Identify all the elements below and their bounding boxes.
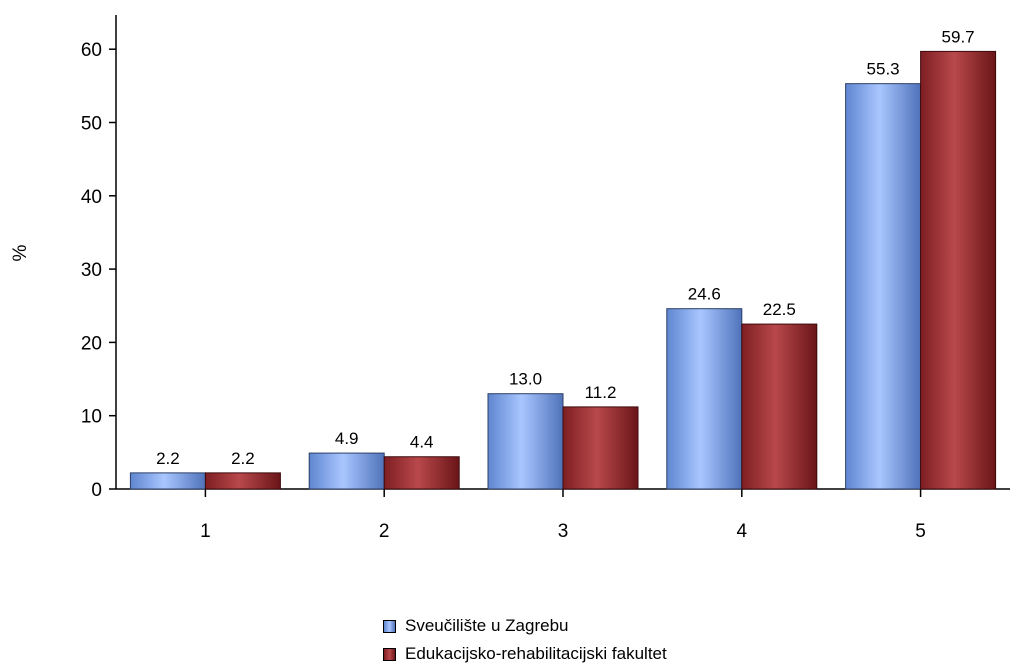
bars bbox=[129, 50, 997, 490]
data-label: 59.7 bbox=[942, 27, 975, 46]
y-tick-label: 10 bbox=[81, 407, 102, 428]
data-labels: 2.2 2.2 4.9 4.4 13.0 11.2 24.6 22.5 55.3 59.7 bbox=[156, 27, 975, 467]
data-label: 13.0 bbox=[509, 370, 542, 389]
bar bbox=[920, 50, 997, 490]
bar bbox=[562, 406, 639, 490]
bar bbox=[487, 393, 564, 490]
legend: Sveučilište u Zagrebu Edukacijsko-rehabi… bbox=[383, 612, 667, 668]
bar bbox=[383, 456, 460, 490]
bar bbox=[204, 472, 281, 490]
y-axis-title: % bbox=[10, 244, 31, 261]
data-label: 24.6 bbox=[688, 285, 721, 304]
legend-item-series-1: Sveučilište u Zagrebu bbox=[383, 612, 667, 640]
y-tick-label: 30 bbox=[81, 260, 102, 281]
data-label: 22.5 bbox=[763, 300, 796, 319]
y-tick-label: 40 bbox=[81, 187, 102, 208]
x-tick-label: 2 bbox=[379, 521, 390, 542]
data-label: 2.2 bbox=[156, 449, 180, 468]
legend-swatch-series-1 bbox=[383, 619, 396, 633]
data-label: 11.2 bbox=[585, 383, 617, 402]
legend-item-series-2: Edukacijsko-rehabilitacijski fakultet bbox=[383, 640, 667, 668]
data-label: 4.9 bbox=[335, 429, 359, 448]
bar bbox=[741, 323, 818, 490]
legend-label-series-2: Edukacijsko-rehabilitacijski fakultet bbox=[405, 644, 667, 663]
y-tick-label: 0 bbox=[91, 480, 102, 501]
y-tick-label: 60 bbox=[81, 40, 102, 61]
x-tick-label: 1 bbox=[200, 521, 211, 542]
legend-swatch-series-2 bbox=[383, 647, 396, 661]
x-tick-label: 5 bbox=[915, 521, 926, 542]
x-tick-label: 4 bbox=[737, 521, 748, 542]
data-label: 2.2 bbox=[231, 449, 255, 468]
bar bbox=[845, 83, 922, 490]
data-label: 4.4 bbox=[410, 433, 434, 452]
data-label: 55.3 bbox=[867, 60, 900, 79]
bar bbox=[308, 452, 385, 490]
y-tick-label: 20 bbox=[81, 333, 102, 354]
y-tick-label: 50 bbox=[81, 114, 102, 135]
bar bbox=[666, 308, 743, 490]
bar bbox=[129, 472, 206, 490]
legend-label-series-1: Sveučilište u Zagrebu bbox=[405, 616, 569, 635]
x-tick-label: 3 bbox=[558, 521, 569, 542]
